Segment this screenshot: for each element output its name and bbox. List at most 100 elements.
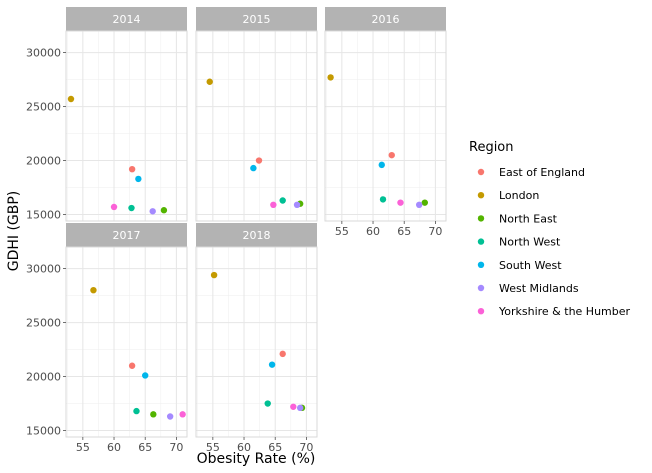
facet-strip [196,7,317,31]
facet-strip-label: 2018 [243,229,271,242]
facet-strip-label: 2017 [113,229,141,242]
data-point [110,203,118,211]
legend-item: Yorkshire & the Humber [477,305,631,318]
panel-border [65,30,188,222]
y-tick-label: 20000 [26,155,61,168]
y-tick-label: 20000 [26,371,61,384]
x-tick-label: 65 [138,441,152,454]
data-point [160,207,168,214]
facet-panels: 2014 15000 20000 25000 30000 2015 2016 55 60 65 70… [26,7,447,454]
facet-panel-2015: 2015 [195,7,318,222]
legend-key [477,284,485,292]
panel-border [65,246,188,438]
data-point [128,362,136,369]
x-tick-label: 60 [366,225,380,238]
data-point [128,165,136,173]
data-point [67,95,75,103]
data-point [210,271,218,279]
x-axis-title: Obesity Rate (%) [197,451,316,467]
legend-key [477,192,485,199]
legend-item: West Midlands [477,282,579,295]
legend-label: West Midlands [499,282,579,295]
panel-border [195,246,318,438]
legend-item: North West [477,236,561,249]
legend-key [477,168,485,176]
facet-panel-2018: 2018 55 60 65 70 [195,223,318,454]
data-point [179,411,186,418]
x-tick-label: 65 [268,441,282,454]
data-point [296,404,304,412]
data-point [388,151,395,159]
data-point [142,372,149,379]
data-point [135,175,142,183]
y-tick-label: 15000 [26,209,61,222]
legend-key [477,215,485,222]
facet-strip [196,223,317,247]
panel-border [195,30,318,222]
legend: East of England London North East North Wes… [477,166,631,318]
y-tick-label: 25000 [26,317,61,330]
x-tick-label: 55 [76,441,90,454]
data-point [268,361,276,368]
x-tick-label: 70 [169,441,183,454]
data-point [166,413,174,420]
y-axis-title: GDHI (GBP) [6,191,22,272]
data-point [264,400,271,407]
data-point [250,164,257,172]
legend-label: London [499,189,539,202]
x-tick-label: 60 [107,441,121,454]
legend-label: North East [499,212,558,225]
legend-title: Region [469,140,514,155]
y-tick-label: 15000 [26,425,61,438]
data-point [327,74,334,81]
x-tick-label: 70 [299,441,313,454]
y-tick-label: 25000 [26,101,61,114]
legend-label: North West [499,236,561,249]
data-point [206,78,213,85]
data-point [421,199,428,206]
facet-strip-label: 2015 [243,13,271,26]
x-tick-label: 65 [397,225,411,238]
legend-label: Yorkshire & the Humber [498,305,631,318]
data-point [415,201,423,209]
data-point [378,161,385,169]
data-point [270,201,277,209]
facet-panel-2016: 2016 55 60 65 70 [324,7,447,238]
data-point [279,350,286,358]
facet-strip [66,7,187,31]
facet-panel-2017: 2017 15000 20000 25000 30000 55 60 65 70 [26,223,188,454]
legend-key [477,308,485,315]
data-point [90,286,97,294]
legend-item: North East [477,212,558,225]
facet-strip-label: 2016 [372,13,400,26]
data-point [293,201,301,209]
x-tick-label: 55 [206,441,220,454]
x-tick-label: 70 [428,225,442,238]
data-point [379,196,387,203]
legend-key [477,261,485,268]
y-tick-label: 30000 [26,47,61,60]
data-point [149,208,156,215]
data-point [150,411,157,418]
legend-label: South West [499,259,562,272]
x-tick-label: 60 [237,441,251,454]
data-point [255,157,263,164]
panel-border [324,30,447,222]
legend-item: South West [477,259,562,272]
data-point [133,407,140,415]
legend-key [477,238,485,245]
data-point [290,403,297,410]
facet-strip-label: 2014 [113,13,141,26]
legend-item: London [477,189,539,202]
facet-panel-2014: 2014 15000 20000 25000 30000 [26,7,188,222]
data-point [279,197,286,204]
facet-strip [66,223,187,247]
y-tick-label: 30000 [26,263,61,276]
legend-label: East of England [499,166,585,179]
data-point [397,199,404,206]
facet-strip [325,7,446,31]
data-point [128,204,135,212]
x-tick-label: 55 [335,225,349,238]
legend-item: East of England [477,166,585,179]
